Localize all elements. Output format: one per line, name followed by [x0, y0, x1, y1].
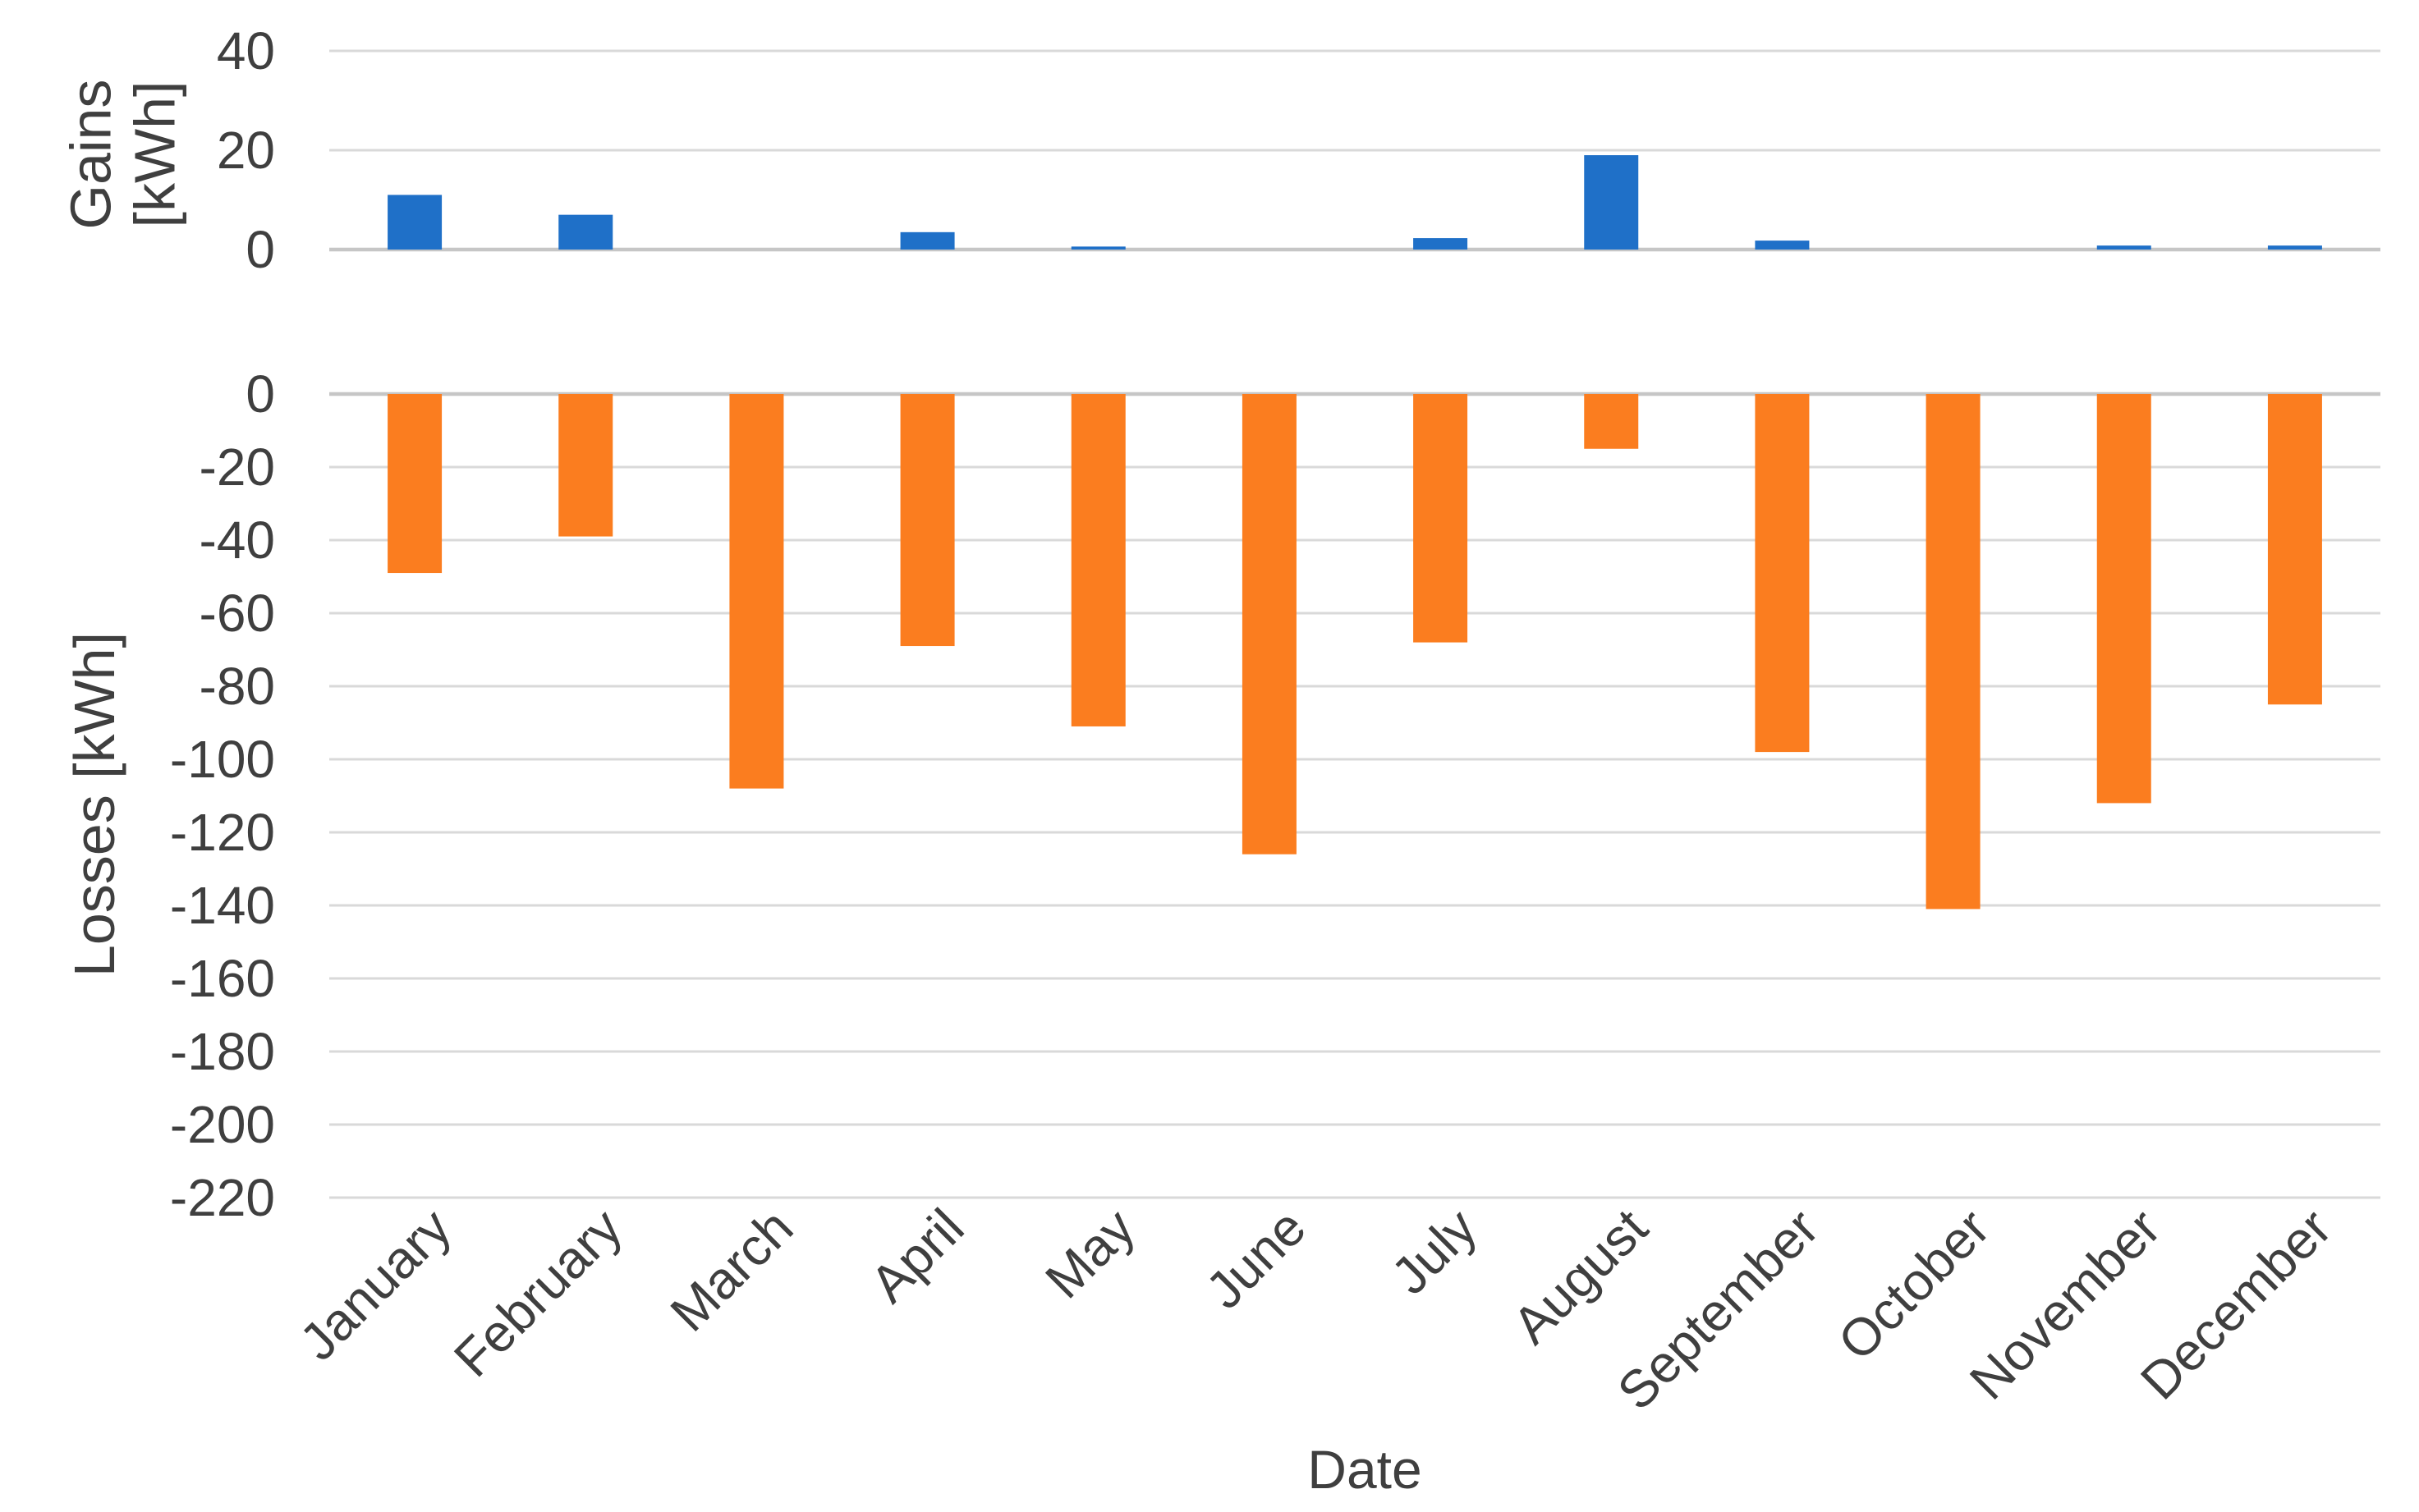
losses-y-tick-label: 0: [246, 364, 275, 424]
losses-bar-march: [729, 394, 784, 789]
x-tick-label-may: May: [1034, 1198, 1145, 1309]
losses-y-tick-label: -180: [170, 1022, 275, 1081]
gains-bar-january: [388, 195, 443, 250]
losses-bar-february: [558, 394, 613, 537]
gains-y-tick-label: 0: [246, 220, 275, 279]
losses-bar-december: [2267, 394, 2322, 705]
gains-axis-title-line1: Gains: [58, 79, 123, 230]
losses-bar-june: [1242, 394, 1297, 855]
losses-y-tick-label: -100: [170, 730, 275, 789]
x-axis-title: Date: [1307, 1439, 1422, 1500]
losses-y-tick-label: -160: [170, 949, 275, 1008]
losses-y-tick-label: -220: [170, 1168, 275, 1227]
gains-y-tick-label: 40: [217, 21, 275, 80]
x-tick-label-october: October: [1827, 1198, 2001, 1372]
gains-bar-august: [1584, 155, 1639, 250]
x-tick-label-march: March: [659, 1198, 805, 1343]
losses-y-tick-label: -40: [200, 511, 276, 570]
gains-y-tick-label: 20: [217, 121, 275, 180]
x-tick-label-july: July: [1380, 1198, 1488, 1305]
gains-bar-september: [1755, 241, 1810, 250]
gains-bar-december: [2267, 245, 2322, 250]
losses-bar-august: [1584, 394, 1639, 449]
gains-chart: 40 20 0: [217, 21, 2380, 279]
losses-bar-january: [388, 394, 443, 574]
gains-bar-february: [558, 214, 613, 250]
gains-axis-title: Gains [kWh]: [59, 80, 188, 230]
losses-y-tick-label: -200: [170, 1095, 275, 1154]
gains-bar-may: [1071, 246, 1126, 250]
gains-axis-title-line2: [kWh]: [123, 80, 187, 228]
x-tick-label-june: June: [1195, 1198, 1317, 1320]
gains-bar-july: [1413, 238, 1468, 250]
losses-y-tick-label: -20: [200, 438, 276, 497]
losses-y-tick-label: -60: [200, 584, 276, 643]
x-tick-label-january: January: [288, 1198, 462, 1372]
losses-y-tick-label: -120: [170, 803, 275, 862]
losses-bar-july: [1413, 394, 1468, 643]
x-tick-label-august: August: [1501, 1198, 1659, 1355]
losses-bar-september: [1755, 394, 1810, 753]
x-tick-label-february: February: [443, 1198, 633, 1388]
losses-chart: 0 -20 -40 -60 -80 -100 -120 -140 -160 -180 -200 -22…: [170, 364, 2380, 1227]
losses-y-tick-label: -80: [200, 657, 276, 716]
losses-axis-title: Losses [kWh]: [62, 631, 126, 978]
losses-bar-october: [1926, 394, 1981, 909]
gains-bar-april: [900, 231, 955, 250]
losses-y-tick-label: -140: [170, 876, 275, 935]
losses-bar-may: [1071, 394, 1126, 726]
losses-bar-november: [2096, 394, 2151, 804]
losses-bar-april: [900, 394, 955, 647]
gains-bar-november: [2096, 245, 2151, 250]
x-tick-label-april: April: [859, 1198, 975, 1313]
